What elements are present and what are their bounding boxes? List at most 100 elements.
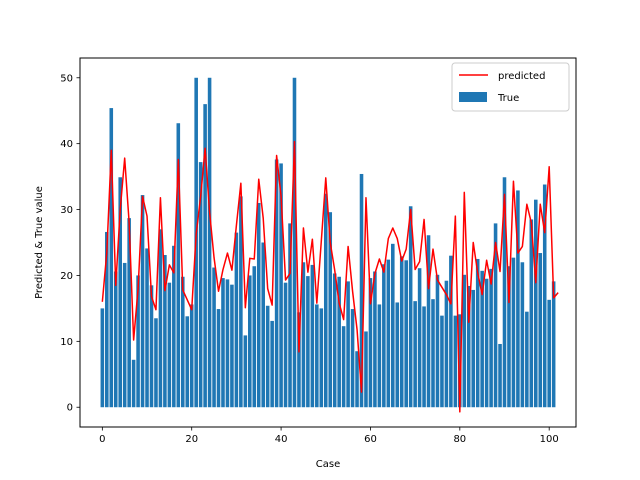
bar-true-66 bbox=[395, 302, 400, 408]
y-axis-ticks: 0 10 20 30 40 50 bbox=[60, 73, 80, 414]
bar-true-58 bbox=[359, 173, 364, 408]
bar-true-5 bbox=[122, 262, 127, 408]
bar-true-57 bbox=[355, 351, 359, 408]
bar-true-42 bbox=[288, 223, 292, 408]
bar-true-45 bbox=[301, 262, 306, 408]
bar-true-61 bbox=[373, 271, 377, 408]
bar-true-55 bbox=[346, 281, 350, 408]
x-tick-label-60: 60 bbox=[364, 434, 377, 445]
bar-true-99 bbox=[542, 184, 547, 408]
bar-true-78 bbox=[449, 255, 453, 408]
bar-true-28 bbox=[225, 279, 230, 408]
bar-true-88 bbox=[493, 223, 498, 408]
bar-true-44 bbox=[297, 312, 301, 408]
bar-true-23 bbox=[203, 104, 207, 408]
bar-true-27 bbox=[221, 278, 225, 408]
bar-true-50 bbox=[323, 193, 328, 408]
bar-true-72 bbox=[422, 306, 426, 408]
bar-true-96 bbox=[529, 219, 534, 408]
bar-true-26 bbox=[216, 309, 221, 408]
bar-true-22 bbox=[198, 162, 203, 408]
bar-true-0 bbox=[100, 308, 105, 408]
bar-true-100 bbox=[547, 299, 551, 408]
bar-true-80 bbox=[458, 314, 462, 408]
x-tick-label-100: 100 bbox=[540, 434, 559, 445]
legend-predicted-label: predicted bbox=[498, 71, 545, 82]
x-tick-label-20: 20 bbox=[185, 434, 198, 445]
bar-true-11 bbox=[149, 285, 154, 408]
bar-true-47 bbox=[310, 264, 315, 408]
bar-true-46 bbox=[306, 276, 310, 408]
bar-true-71 bbox=[417, 268, 422, 408]
bar-true-25 bbox=[212, 267, 216, 408]
bar-true-15 bbox=[167, 282, 172, 408]
legend-true-swatch bbox=[459, 92, 487, 102]
bar-true-79 bbox=[453, 315, 458, 408]
bar-true-33 bbox=[248, 275, 252, 408]
y-axis-label: Predicted & True value bbox=[34, 186, 45, 299]
bar-true-62 bbox=[377, 304, 382, 408]
bar-true-9 bbox=[140, 195, 145, 408]
bar-true-64 bbox=[386, 259, 391, 408]
bar-true-51 bbox=[328, 212, 333, 408]
bar-true-101 bbox=[551, 281, 556, 408]
y-tick-label-10: 10 bbox=[60, 337, 73, 348]
bar-true-12 bbox=[154, 318, 158, 408]
bar-true-60 bbox=[368, 278, 373, 408]
bar-true-83 bbox=[471, 289, 476, 408]
bar-true-14 bbox=[163, 255, 167, 408]
bar-true-52 bbox=[332, 273, 337, 408]
bar-true-6 bbox=[127, 218, 131, 408]
bar-true-91 bbox=[507, 266, 511, 408]
bar-true-97 bbox=[534, 199, 538, 408]
bar-true-75 bbox=[435, 274, 440, 408]
bar-true-77 bbox=[444, 280, 449, 408]
bar-true-92 bbox=[511, 257, 516, 408]
bar-true-34 bbox=[252, 266, 257, 408]
y-tick-label-20: 20 bbox=[60, 271, 73, 282]
plot-frame bbox=[79, 57, 577, 428]
y-tick-label-50: 50 bbox=[60, 73, 73, 84]
x-tick-label-0: 0 bbox=[99, 434, 105, 445]
x-tick-label-40: 40 bbox=[275, 434, 288, 445]
bar-true-10 bbox=[145, 248, 149, 408]
bar-true-16 bbox=[172, 245, 176, 408]
bar-true-48 bbox=[315, 304, 319, 408]
bar-true-43 bbox=[292, 77, 297, 408]
bar-true-89 bbox=[498, 343, 502, 408]
bar-true-3 bbox=[113, 271, 118, 408]
bar-true-85 bbox=[480, 270, 484, 408]
line-predicted bbox=[101, 140, 559, 413]
x-tick-label-80: 80 bbox=[453, 434, 466, 445]
bar-true-53 bbox=[337, 276, 341, 408]
legend: predicted True bbox=[451, 62, 570, 112]
bar-true-81 bbox=[462, 274, 467, 408]
bar-true-54 bbox=[341, 326, 346, 408]
bar-true-4 bbox=[118, 177, 122, 408]
bar-true-74 bbox=[431, 299, 435, 408]
bar-true-7 bbox=[131, 359, 136, 408]
bar-true-38 bbox=[270, 320, 274, 408]
legend-true-label: True bbox=[497, 93, 519, 104]
bar-series bbox=[100, 77, 556, 408]
x-axis-ticks: 0 20 40 60 80 100 bbox=[99, 427, 559, 445]
bar-true-30 bbox=[234, 232, 239, 408]
bar-true-37 bbox=[265, 305, 270, 408]
bar-true-39 bbox=[274, 159, 279, 408]
bar-true-41 bbox=[283, 282, 288, 408]
bar-true-29 bbox=[230, 284, 234, 408]
y-tick-label-40: 40 bbox=[60, 139, 73, 150]
bar-true-93 bbox=[516, 190, 520, 408]
bar-true-73 bbox=[426, 235, 431, 408]
bar-true-69 bbox=[408, 206, 413, 408]
bar-true-59 bbox=[364, 331, 368, 408]
y-tick-label-0: 0 bbox=[67, 403, 73, 414]
bar-true-36 bbox=[261, 242, 265, 408]
bar-true-67 bbox=[399, 256, 404, 408]
bar-true-86 bbox=[484, 278, 489, 408]
bar-true-18 bbox=[180, 276, 185, 408]
bar-true-95 bbox=[525, 311, 529, 408]
bar-true-49 bbox=[319, 308, 324, 408]
bar-true-19 bbox=[185, 316, 190, 408]
